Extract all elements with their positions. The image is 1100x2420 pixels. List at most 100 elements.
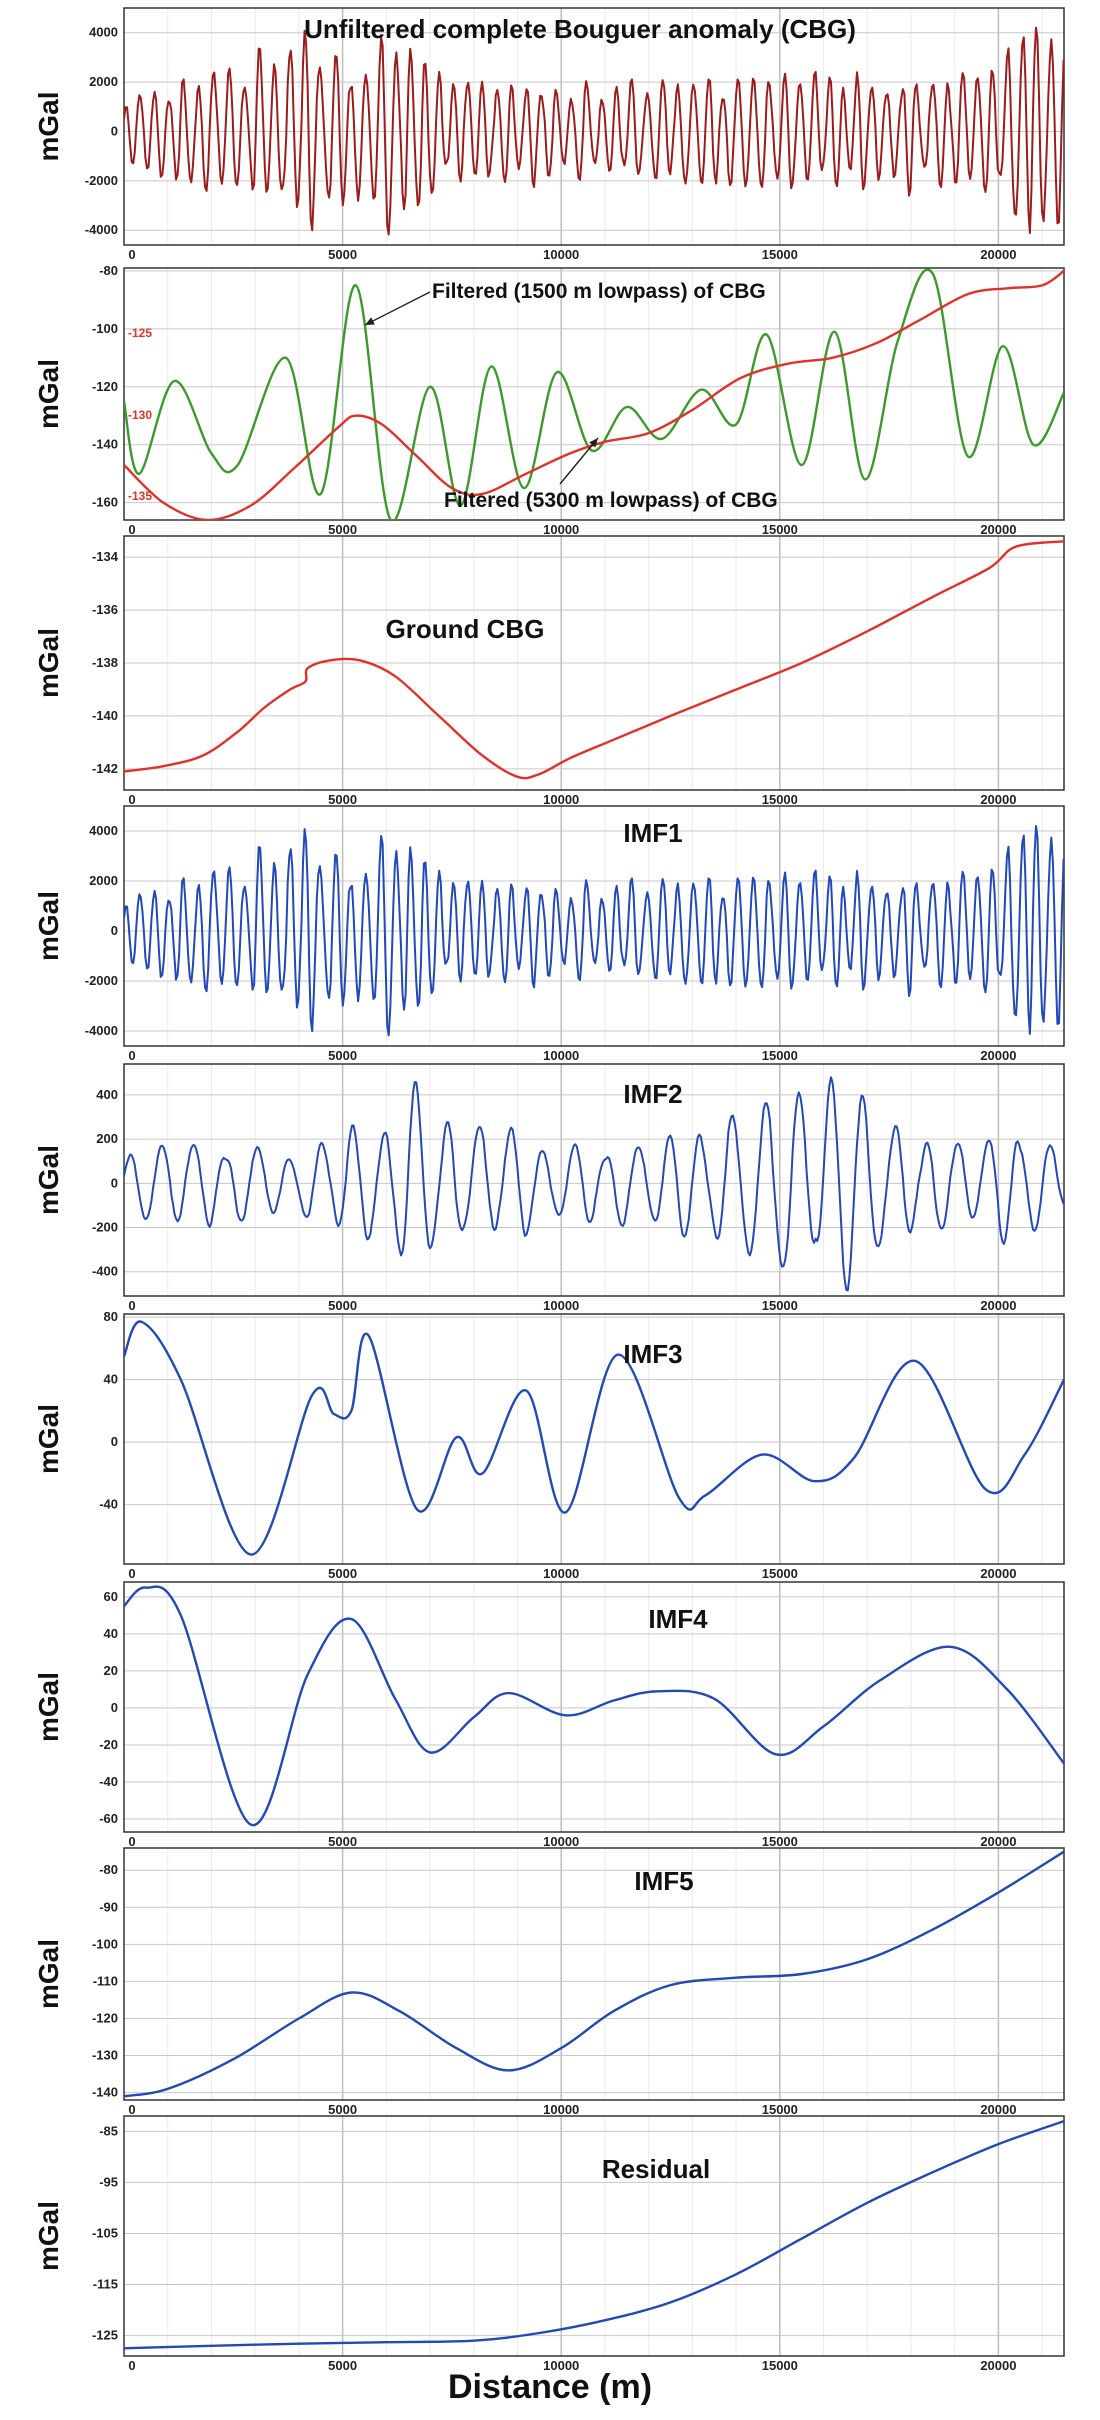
y-tick-label: -140	[92, 708, 118, 723]
annotation-arrow	[559, 437, 599, 485]
y-axis-label: mGal	[33, 1672, 64, 1742]
x-tick-label: 0	[128, 1298, 135, 1313]
y-tick-label: 0	[111, 1434, 118, 1449]
x-tick-label: 10000	[543, 792, 579, 807]
plot-frame	[123, 1847, 1065, 2101]
grid	[124, 268, 1064, 520]
annotation-label: Filtered (1500 m lowpass) of CBG	[432, 280, 766, 303]
y-axis-label: mGal	[33, 91, 64, 161]
grid	[124, 2116, 1064, 2356]
x-tick-label: 0	[128, 792, 135, 807]
series-line-1	[124, 1585, 1064, 1826]
y-tick-label: -140	[92, 2085, 118, 2100]
panel-3: -142 -140 -138 -136 -134 0 5000 10000 15000 20000…	[33, 535, 1065, 807]
x-tick-label: 5000	[328, 2358, 357, 2373]
x-tick-label: 20000	[980, 1048, 1016, 1063]
arrow-head	[365, 317, 375, 325]
y-tick-label: -2000	[85, 973, 118, 988]
y-tick-label: -136	[92, 602, 118, 617]
series-line-2	[124, 269, 1064, 520]
panel-4: -4000 -2000 0 2000 4000 0 5000 10000 15000 20000 m…	[33, 805, 1065, 1063]
panel-6: -40 0 40 80 0 5000 10000 15000 20000 mGal IMF3	[33, 1309, 1065, 1581]
x-tick-label: 15000	[762, 2358, 798, 2373]
x-tick-label: 15000	[762, 247, 798, 262]
y-axis-label: mGal	[33, 1404, 64, 1474]
y-tick-label: -115	[93, 2277, 118, 2292]
y-tick-label: -142	[92, 761, 118, 776]
x-tick-label: 0	[128, 247, 135, 262]
x-tick-label: 0	[128, 2102, 135, 2117]
series-line-1	[124, 26, 1064, 236]
x-tick-label: 20000	[980, 1298, 1016, 1313]
y-tick-label: -4000	[85, 1023, 118, 1038]
panel-8: -140 -130 -120 -110 -100 -90 -80 0 5000 10000 1500…	[33, 1847, 1065, 2117]
x-tick-label: 20000	[980, 2358, 1016, 2373]
y-tick-label: -200	[92, 1220, 118, 1235]
x-tick-label: 20000	[980, 522, 1016, 537]
x-tick-label: 5000	[328, 522, 357, 537]
y-tick-label: -140	[92, 437, 118, 452]
panel-title: IMF5	[634, 1866, 693, 1896]
y-axis-label: mGal	[33, 891, 64, 961]
y-tick-label: -40	[99, 1497, 118, 1512]
panel-title: IMF2	[623, 1079, 682, 1109]
y-tick-label: -100	[92, 1936, 118, 1951]
x-tick-label: 20000	[980, 247, 1016, 262]
x-tick-label: 20000	[980, 2102, 1016, 2117]
plot-frame	[123, 7, 1065, 246]
plot-frame	[123, 1581, 1065, 1833]
y-tick-label: 0	[111, 923, 118, 938]
x-tick-label: 20000	[980, 792, 1016, 807]
x-tick-label: 10000	[543, 1048, 579, 1063]
panel-title: IMF1	[623, 818, 682, 848]
plot-frame	[123, 1063, 1065, 1297]
x-tick-label: 10000	[543, 1834, 579, 1849]
grid	[124, 1848, 1064, 2100]
y-tick-label: -100	[92, 321, 118, 336]
y-axis-label: mGal	[33, 628, 64, 698]
y-tick-label: -120	[92, 2010, 118, 2025]
x-axis-label: Distance (m)	[447, 2368, 653, 2406]
y-tick-label: -40	[99, 1774, 118, 1789]
y-tick-label: -160	[92, 495, 118, 510]
y-tick-label: 20	[104, 1663, 118, 1678]
panel-title: Unfiltered complete Bouguer anomaly (CBG…	[304, 14, 856, 44]
x-tick-label: 10000	[543, 2358, 579, 2373]
y-tick-label: -95	[99, 2174, 118, 2189]
x-tick-label: 0	[128, 1834, 135, 1849]
y-tick-label: 4000	[89, 823, 118, 838]
series-line-1	[124, 1850, 1064, 2098]
x-tick-label: 10000	[543, 522, 579, 537]
x-tick-label: 20000	[980, 1834, 1016, 1849]
secondary-y-tick-label: -130	[128, 408, 152, 422]
y-tick-label: -120	[92, 379, 118, 394]
y-tick-label: 40	[104, 1626, 118, 1641]
panel-title: IMF3	[623, 1339, 682, 1369]
panel-9: -125 -115 -105 -95 -85 0 5000 10000 15000 20000 mG…	[33, 2115, 1065, 2373]
panel-title: Residual	[602, 2154, 710, 2184]
x-tick-label: 5000	[328, 1566, 357, 1581]
y-tick-label: 4000	[89, 25, 118, 40]
x-tick-label: 0	[128, 1048, 135, 1063]
y-tick-label: 2000	[89, 873, 118, 888]
grid	[124, 1582, 1064, 1832]
panel-2: -160 -140 -120 -100 -80 0 5000 10000 15000 20000 -…	[33, 263, 1065, 537]
y-tick-label: 80	[104, 1309, 118, 1324]
series-line-1	[124, 1320, 1064, 1556]
panel-5: -400 -200 0 200 400 0 5000 10000 15000 20000 mGal I…	[33, 1063, 1065, 1313]
y-tick-label: -130	[92, 2048, 118, 2063]
x-tick-label: 5000	[328, 1298, 357, 1313]
plot-frame	[123, 1313, 1065, 1565]
x-tick-label: 15000	[762, 1566, 798, 1581]
plot-frame	[123, 535, 1065, 791]
grid	[124, 1314, 1064, 1564]
x-tick-label: 10000	[543, 2102, 579, 2117]
y-tick-label: -110	[93, 1973, 118, 1988]
series-line-1	[124, 540, 1064, 780]
y-tick-label: -20	[99, 1737, 118, 1752]
series-line-1	[124, 1076, 1064, 1292]
y-tick-label: -105	[92, 2225, 118, 2240]
series-line-1	[124, 825, 1064, 1037]
x-tick-label: 5000	[328, 2102, 357, 2117]
annotation-arrow	[364, 291, 431, 326]
